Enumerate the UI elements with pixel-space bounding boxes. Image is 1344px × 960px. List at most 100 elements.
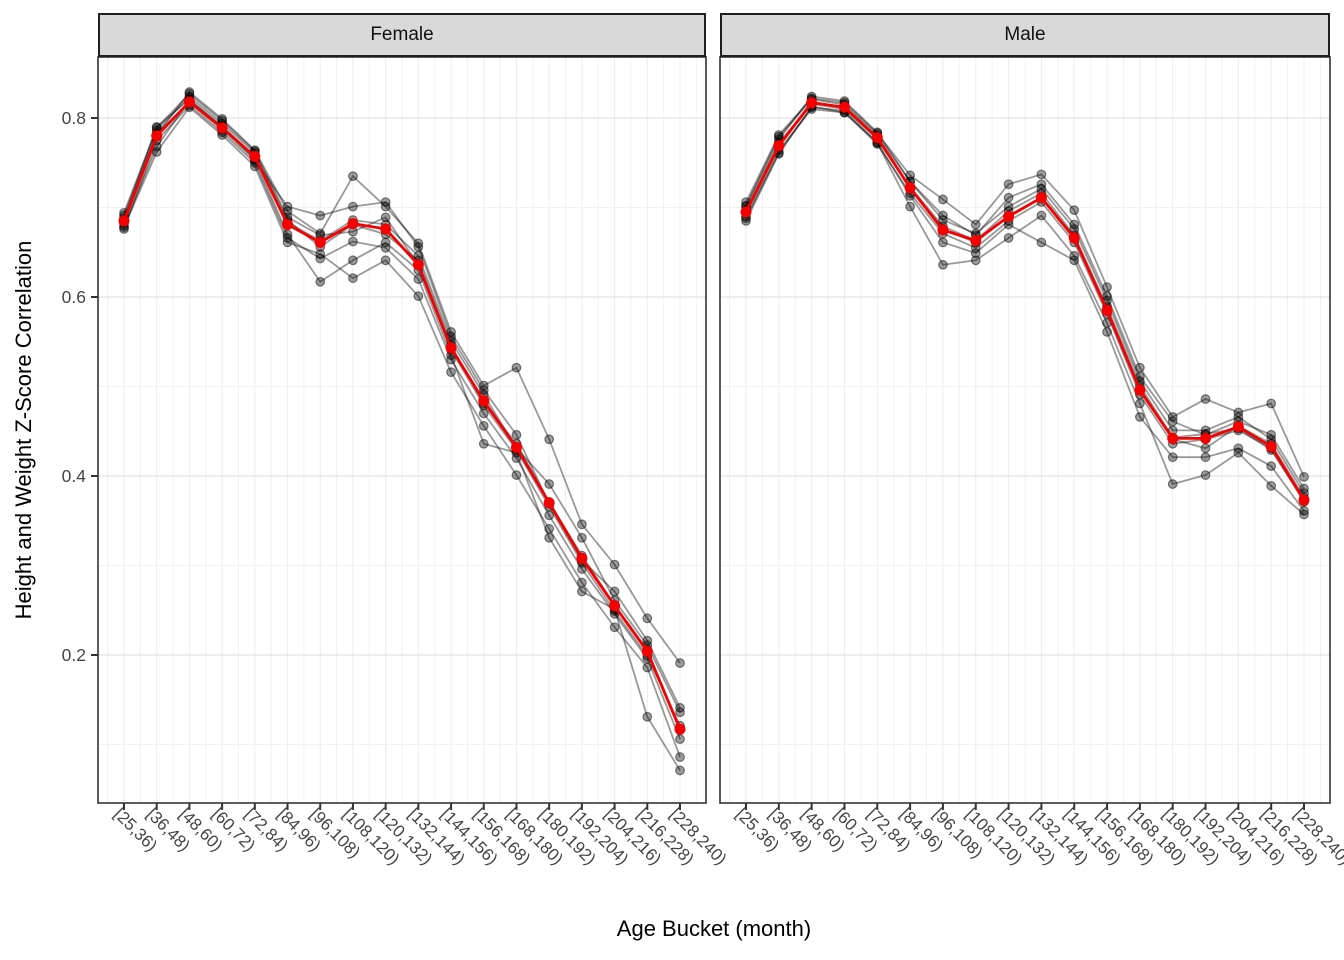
individual-data-point — [675, 658, 685, 668]
individual-data-point — [1036, 169, 1047, 180]
individual-data-point — [1167, 479, 1178, 489]
mean-data-point — [1298, 494, 1310, 506]
individual-data-point — [1102, 291, 1112, 302]
mean-data-point — [1134, 384, 1146, 396]
mean-data-point — [1101, 304, 1113, 316]
individual-data-point — [413, 241, 424, 252]
individual-series-line — [745, 98, 1305, 489]
individual-data-point — [282, 201, 293, 212]
individual-series-line — [123, 92, 681, 727]
mean-data-point — [412, 259, 424, 271]
individual-data-point — [544, 510, 555, 521]
individual-data-point — [282, 233, 293, 243]
mean-data-point — [871, 132, 883, 144]
individual-data-point — [544, 434, 555, 445]
individual-data-point — [151, 147, 162, 157]
individual-data-point — [1069, 250, 1080, 261]
individual-series-line — [123, 90, 681, 664]
individual-data-point — [905, 170, 916, 181]
mean-data-point — [282, 219, 294, 231]
individual-data-point — [938, 194, 948, 205]
individual-data-point — [675, 734, 685, 745]
individual-data-point — [1134, 362, 1145, 373]
individual-data-point — [1167, 412, 1178, 422]
individual-data-point — [511, 362, 522, 373]
y-tick-label: 0.6 — [62, 287, 86, 307]
individual-data-point — [1167, 416, 1178, 427]
individual-data-point — [642, 613, 653, 624]
mean-data-point — [249, 150, 261, 162]
panel-border — [719, 56, 1331, 804]
mean-data-point — [740, 206, 752, 218]
individual-data-point — [1003, 179, 1014, 190]
individual-data-point — [773, 130, 784, 140]
mean-data-point — [1200, 432, 1212, 444]
individual-data-point — [1233, 412, 1244, 422]
individual-data-point — [544, 479, 555, 489]
individual-data-point — [511, 429, 522, 440]
individual-data-point — [1299, 471, 1309, 482]
individual-data-point — [609, 586, 620, 597]
mean-data-point — [151, 130, 163, 142]
individual-data-point — [544, 523, 555, 534]
individual-data-point — [905, 201, 916, 212]
individual-data-point — [348, 171, 358, 182]
mean-data-point — [937, 224, 949, 236]
individual-data-point — [1102, 327, 1112, 337]
mean-data-point — [216, 122, 228, 134]
y-tick-label: 0.2 — [62, 645, 86, 665]
facet-label-female: Female — [370, 24, 434, 45]
mean-data-point — [183, 96, 195, 108]
individual-data-point — [380, 237, 391, 248]
panel-border — [97, 56, 707, 804]
individual-data-point — [478, 408, 489, 419]
individual-series-line — [123, 98, 681, 713]
mean-data-point — [118, 215, 130, 227]
individual-data-point — [1200, 443, 1211, 454]
individual-data-point — [576, 577, 587, 588]
individual-series-line — [745, 95, 1305, 494]
individual-data-point — [348, 236, 358, 247]
individual-data-point — [1299, 509, 1309, 520]
mean-data-point — [478, 395, 490, 407]
individual-data-point — [348, 201, 358, 212]
panel-male: [25,36)[36,48)[48,60)[60,72)[72,84)[84,9… — [719, 56, 1344, 869]
individual-data-point — [446, 327, 456, 337]
y-tick-label: 0.4 — [62, 466, 87, 486]
individual-data-point — [380, 201, 391, 212]
individual-data-point — [1003, 233, 1014, 243]
individual-data-point — [315, 276, 326, 287]
individual-data-point — [938, 237, 948, 248]
individual-data-point — [380, 242, 391, 253]
mean-data-point — [510, 441, 522, 453]
mean-data-point — [806, 97, 818, 109]
individual-data-point — [184, 87, 195, 97]
individual-data-point — [446, 367, 456, 378]
mean-data-point — [380, 223, 392, 235]
mean-data-point — [1035, 192, 1047, 204]
individual-data-point — [1266, 398, 1277, 409]
individual-data-point — [938, 210, 948, 221]
individual-data-point — [282, 229, 293, 240]
y-axis-title: Height and Weight Z-Score Correlation — [11, 240, 36, 620]
y-tick-label: 0.8 — [62, 108, 86, 128]
mean-data-point — [576, 552, 588, 564]
individual-data-point — [675, 765, 685, 776]
mean-series-line — [122, 100, 682, 730]
individual-data-point — [1299, 483, 1309, 494]
individual-data-point — [1299, 506, 1309, 516]
x-axis-title: Age Bucket (month) — [616, 916, 812, 941]
individual-data-point — [1036, 210, 1047, 221]
individual-data-point — [1200, 452, 1211, 463]
individual-data-point — [1134, 398, 1145, 409]
mean-data-point — [1265, 440, 1277, 452]
individual-data-point — [1233, 407, 1244, 418]
individual-data-point — [413, 238, 424, 249]
individual-data-point — [1036, 179, 1047, 190]
individual-data-point — [675, 702, 685, 713]
individual-data-point — [478, 438, 489, 449]
individual-series-line — [745, 102, 1305, 501]
individual-data-point — [511, 453, 522, 464]
mean-data-point — [609, 600, 621, 612]
